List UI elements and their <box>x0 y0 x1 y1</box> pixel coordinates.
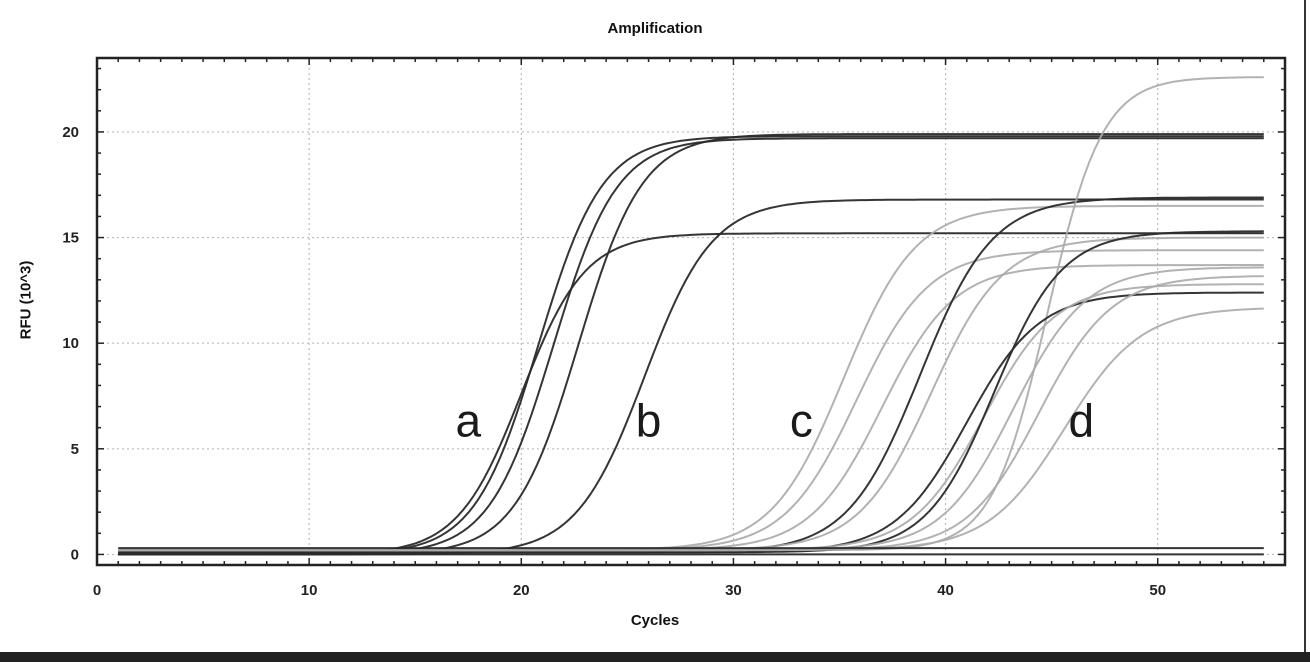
curves <box>118 76 1264 556</box>
y-tick-label: 20 <box>62 124 79 141</box>
x-tick-label: 40 <box>937 582 954 599</box>
annotations: a b c d <box>455 394 1094 446</box>
group-label-b: b <box>636 394 662 446</box>
chart-title: Amplification <box>607 20 703 37</box>
x-tick-label: 50 <box>1149 582 1166 599</box>
x-tick-label: 10 <box>301 582 318 599</box>
page-edge-bottom <box>0 652 1310 662</box>
curve-b-4 <box>118 198 1264 556</box>
curve-d-10 <box>118 76 1264 552</box>
y-tick-label: 5 <box>71 441 79 458</box>
group-label-a: a <box>455 394 481 446</box>
ticks: 0 10 20 30 40 50 0 5 10 15 20 <box>62 58 1285 599</box>
y-tick-label: 10 <box>62 335 79 352</box>
x-tick-label: 0 <box>93 582 101 599</box>
curve-b-3 <box>118 133 1264 556</box>
x-tick-label: 30 <box>725 582 742 599</box>
y-tick-label: 0 <box>71 546 79 563</box>
curve-d-16 <box>118 307 1264 552</box>
y-tick-label: 15 <box>62 230 79 247</box>
x-tick-label: 20 <box>513 582 530 599</box>
page-edge <box>1304 0 1310 662</box>
curve-d-13 <box>118 230 1264 554</box>
group-label-c: c <box>790 394 813 446</box>
x-axis-label: Cycles <box>630 612 680 629</box>
curve-c-5 <box>118 204 1264 552</box>
group-label-d: d <box>1069 394 1095 446</box>
